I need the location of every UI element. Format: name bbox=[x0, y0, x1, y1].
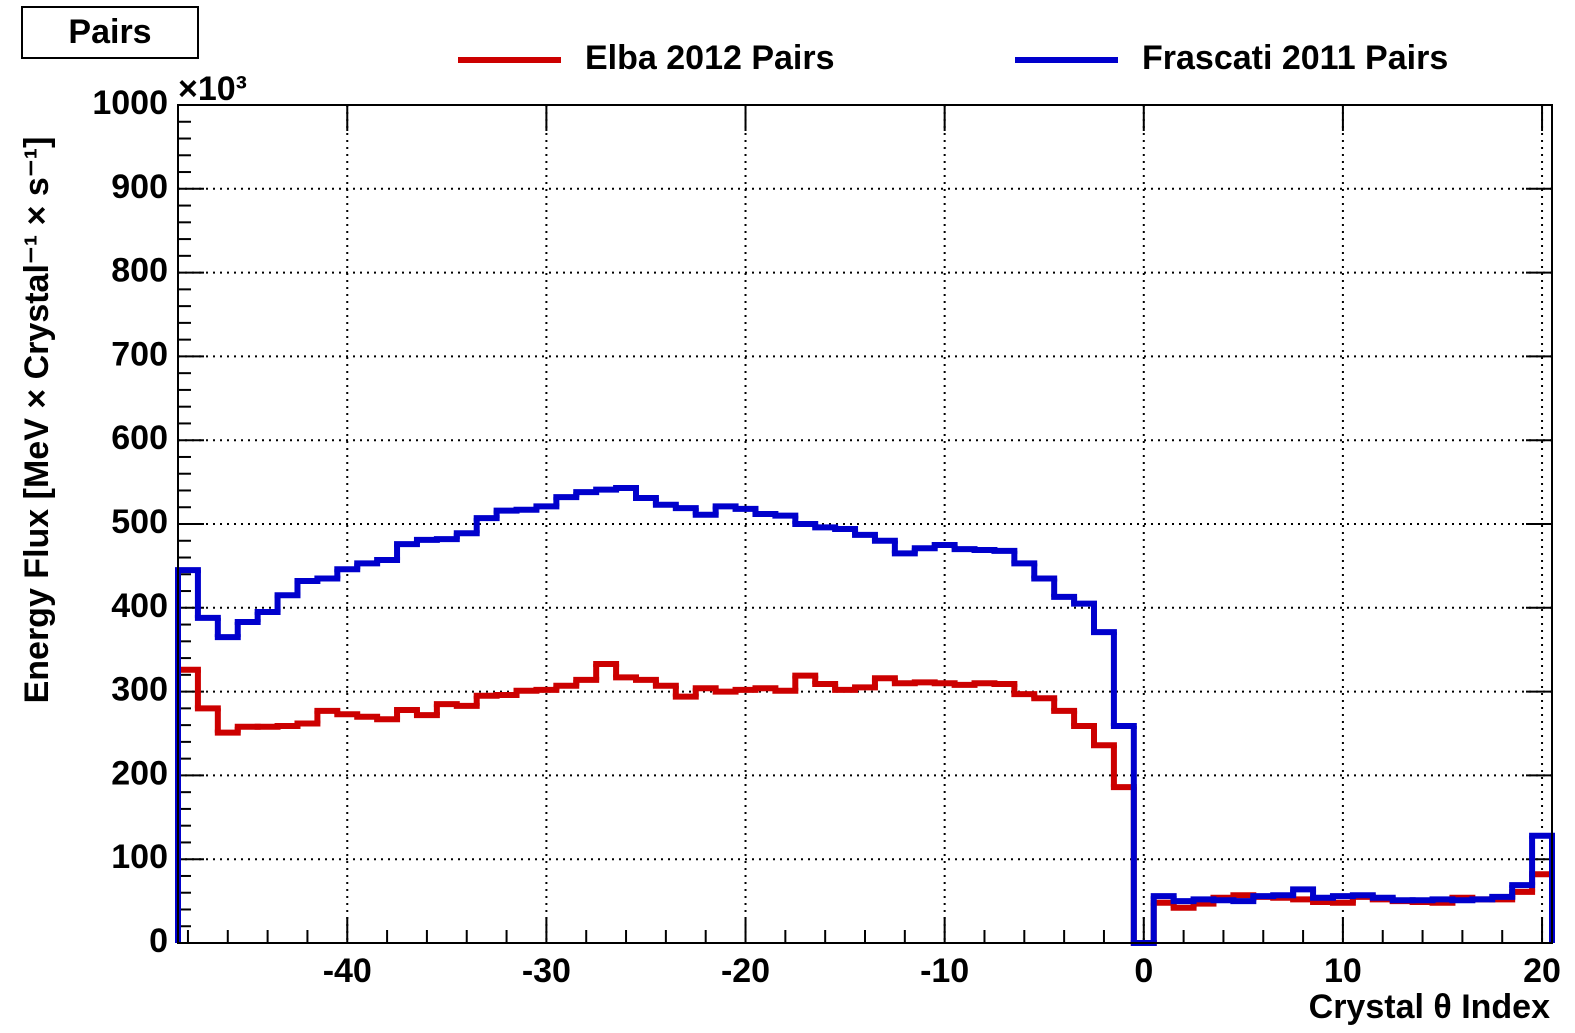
plot-frame bbox=[177, 104, 1553, 944]
y-tick-label: 500 bbox=[111, 503, 168, 541]
y-tick-label: 800 bbox=[111, 252, 168, 290]
x-axis-label: Crystal θ Index bbox=[1309, 988, 1550, 1026]
x-tick-label: -20 bbox=[721, 952, 770, 990]
legend-label: Elba 2012 Pairs bbox=[585, 39, 835, 77]
y-axis-label: Energy Flux [MeV × Crystal⁻¹ × s⁻¹] bbox=[18, 137, 56, 704]
y-tick-label: 100 bbox=[111, 838, 168, 876]
legend-label: Frascati 2011 Pairs bbox=[1142, 39, 1448, 77]
x-tick-label: 20 bbox=[1523, 952, 1561, 990]
y-multiplier: ×10³ bbox=[178, 70, 247, 108]
chart-title: Pairs bbox=[68, 13, 151, 51]
y-tick-label: 1000 bbox=[92, 84, 168, 122]
x-tick-label: -40 bbox=[323, 952, 372, 990]
y-tick-label: 600 bbox=[111, 419, 168, 457]
x-tick-label: -10 bbox=[920, 952, 969, 990]
title-box bbox=[21, 6, 199, 59]
y-tick-label: 300 bbox=[111, 671, 168, 709]
y-tick-label: 700 bbox=[111, 335, 168, 373]
x-tick-label: 0 bbox=[1134, 952, 1153, 990]
y-tick-label: 0 bbox=[149, 922, 168, 960]
x-tick-label: 10 bbox=[1324, 952, 1362, 990]
x-tick-label: -30 bbox=[522, 952, 571, 990]
y-tick-label: 900 bbox=[111, 168, 168, 206]
y-tick-label: 200 bbox=[111, 754, 168, 792]
y-tick-label: 400 bbox=[111, 587, 168, 625]
